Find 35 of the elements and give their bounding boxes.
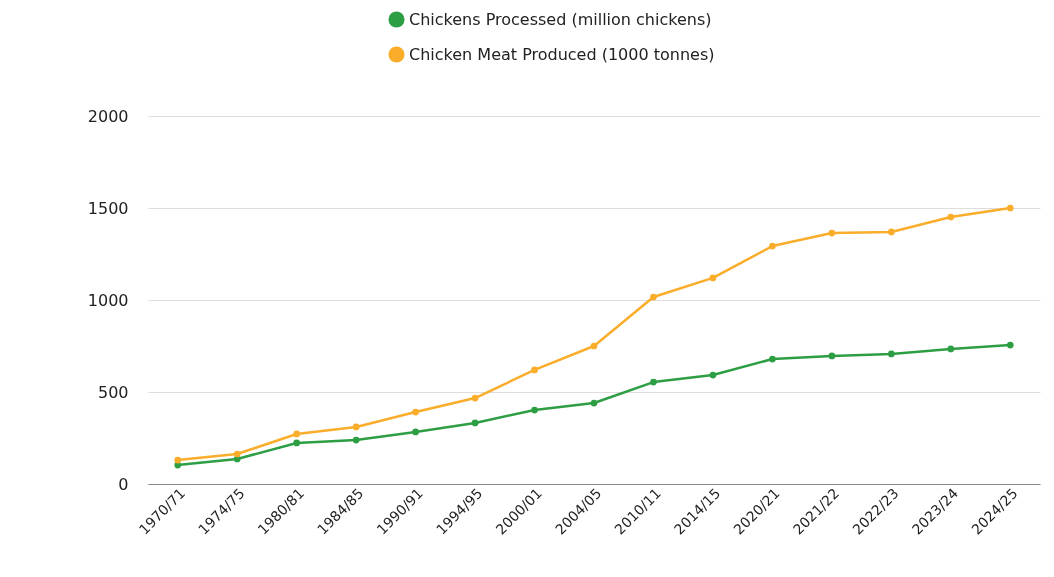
point [828,352,836,360]
point [1006,204,1014,212]
point [650,378,657,386]
point [293,430,301,438]
point [887,228,895,236]
point [650,293,657,301]
point [233,450,241,458]
point [769,242,776,250]
point [471,419,479,427]
point [828,229,836,237]
point [590,342,598,350]
point [590,399,598,407]
point [412,408,419,416]
point [709,274,717,282]
point [352,423,360,431]
y-tick-label: 500 [97,382,129,402]
point [887,350,895,358]
y-tick-label: 0 [118,474,129,494]
point [412,428,419,436]
point [1006,341,1014,349]
y-tick-label: 1500 [87,198,129,218]
y-tick-label: 2000 [87,106,129,126]
point [709,371,717,379]
point [293,439,301,447]
legend-label: Chickens Processed (million chickens) [409,9,712,29]
point [471,394,479,402]
point [531,406,538,414]
point [947,345,955,353]
legend-label: Chicken Meat Produced (1000 tonnes) [409,44,715,64]
point [352,436,360,444]
point [174,456,182,464]
y-tick-label: 1000 [87,290,129,310]
point [769,355,776,363]
point [531,366,538,374]
point [947,213,955,221]
